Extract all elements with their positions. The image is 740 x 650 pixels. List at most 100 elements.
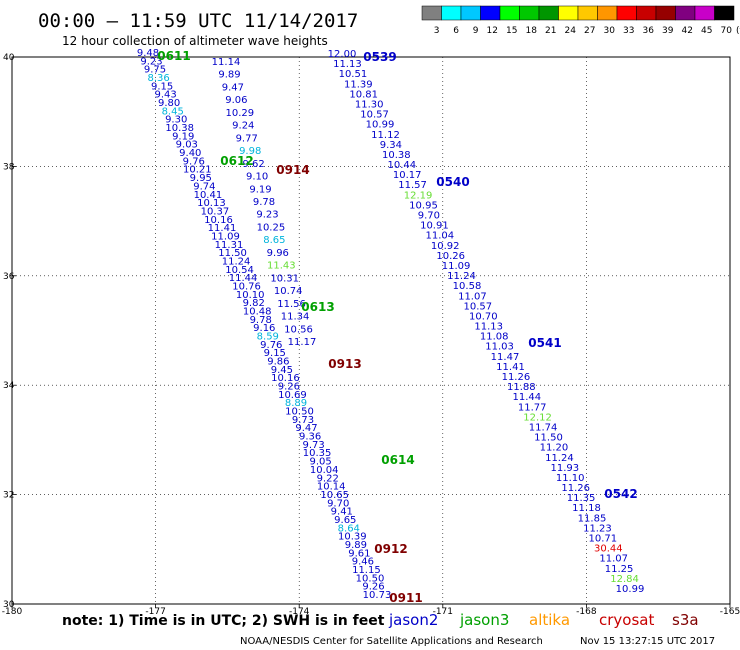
swh-value: 11.17 — [288, 337, 317, 348]
legend-bin-label: 12 — [487, 26, 498, 36]
swh-value: 12.00 — [328, 49, 357, 60]
swh-value: 10.13 — [197, 198, 226, 209]
swh-value: 10.31 — [270, 273, 299, 284]
swh-value: 11.24 — [545, 453, 574, 464]
swh-value: 9.46 — [352, 557, 374, 568]
x-tick-label: -180 — [2, 607, 23, 617]
swh-value: 11.34 — [281, 312, 310, 323]
legend-swatch — [519, 5, 540, 21]
legend-bin-label: 21 — [545, 26, 556, 36]
swh-value: 11.50 — [218, 248, 247, 259]
swh-value: 11.07 — [458, 291, 487, 302]
swh-value: 10.99 — [366, 120, 395, 131]
swh-value: 11.77 — [518, 402, 547, 413]
legend-bin-label: 15 — [506, 26, 517, 36]
legend-swatch — [538, 5, 559, 21]
legend-swatch — [597, 5, 618, 21]
swh-value: 11.15 — [352, 565, 381, 576]
swh-value: 11.43 — [267, 261, 296, 272]
swh-value: 11.88 — [507, 382, 536, 393]
swh-value: 9.06 — [225, 95, 247, 106]
y-tick-label: 40 — [3, 53, 15, 63]
swh-value: 10.65 — [320, 490, 349, 501]
swh-value: 11.47 — [491, 352, 520, 363]
swh-value: 9.77 — [236, 133, 258, 144]
swh-value: 11.07 — [599, 554, 628, 565]
legend-bin-label: 70 — [721, 26, 733, 36]
legend-bin-label: 3 — [434, 26, 440, 36]
swh-value: 10.57 — [360, 110, 389, 121]
satellite-name: cryosat — [599, 611, 654, 629]
swh-value: 9.26 — [362, 582, 384, 593]
swh-value: 10.26 — [436, 251, 465, 262]
y-tick-label: 32 — [3, 491, 14, 501]
swh-value: 10.71 — [588, 534, 617, 545]
legend-swatch — [616, 5, 637, 21]
pass-label: 0914 — [276, 163, 309, 177]
swh-value: 9.48 — [137, 48, 159, 59]
y-tick-label: 38 — [3, 162, 15, 172]
swh-value: 10.17 — [393, 170, 422, 181]
swh-value: 9.73 — [292, 415, 314, 426]
swh-value: 9.65 — [334, 515, 356, 526]
footer-credit: NOAA/NESDIS Center for Satellite Applica… — [240, 636, 543, 647]
legend-unit: (ft) — [736, 26, 740, 36]
swh-value: 10.70 — [469, 312, 498, 323]
x-tick-label: -177 — [145, 607, 165, 617]
footer-generated: Nov 15 13:27:15 UTC 2017 — [580, 636, 715, 647]
swh-value: 10.91 — [420, 221, 449, 232]
legend-swatch — [675, 5, 696, 21]
x-tick-label: -174 — [289, 607, 310, 617]
swh-value: 9.40 — [179, 148, 201, 159]
legend-swatch — [480, 5, 501, 21]
swh-value: 9.43 — [154, 90, 176, 101]
swh-value: 10.16 — [204, 215, 233, 226]
swh-value: 10.50 — [285, 407, 314, 418]
legend-bin-label: 30 — [604, 26, 616, 36]
swh-value: 9.23 — [140, 56, 162, 67]
swh-value: 11.26 — [502, 372, 531, 383]
swh-value: 11.13 — [474, 322, 503, 333]
y-tick-label: 34 — [3, 381, 15, 391]
swh-value: 11.10 — [556, 473, 585, 484]
legend-bin-label: 18 — [526, 26, 538, 36]
x-tick-label: -165 — [720, 607, 740, 617]
legend-bin-label: 45 — [701, 26, 712, 36]
swh-value: 10.48 — [243, 307, 272, 318]
legend-bin-label: 6 — [453, 26, 459, 36]
swh-value: 9.80 — [158, 98, 180, 109]
swh-value: 11.14 — [212, 57, 241, 68]
swh-value: 11.85 — [578, 513, 607, 524]
swh-value: 9.96 — [267, 248, 289, 259]
swh-value: 10.29 — [225, 108, 254, 119]
pass-label: 0539 — [363, 50, 396, 64]
legend-swatch — [460, 5, 481, 21]
pass-label: 0611 — [157, 49, 190, 63]
swh-value: 11.18 — [572, 503, 601, 514]
swh-value: 9.22 — [317, 473, 339, 484]
swh-value: 8.59 — [257, 332, 279, 343]
y-tick-label: 36 — [3, 272, 15, 282]
swh-value: 11.44 — [229, 273, 258, 284]
swh-value: 10.69 — [278, 390, 307, 401]
swh-value: 12.84 — [610, 574, 639, 585]
satellite-legend: jason2 jason3 altika cryosat s3a — [388, 611, 699, 629]
legend-swatch — [655, 5, 676, 21]
pass-label: 0614 — [381, 453, 414, 467]
swh-value: 10.16 — [271, 373, 300, 384]
swh-value: 9.78 — [253, 197, 275, 208]
swh-value: 9.73 — [302, 440, 324, 451]
chart-title: 00:00 – 11:59 UTC 11/14/2017 — [38, 10, 358, 32]
swh-value: 11.09 — [442, 261, 471, 272]
swh-value: 11.03 — [485, 342, 514, 353]
swh-value: 11.35 — [567, 493, 596, 504]
legend-swatch — [558, 5, 579, 21]
swh-value: 10.38 — [165, 123, 194, 134]
swh-value: 10.35 — [303, 448, 332, 459]
y-tick-label: 30 — [3, 600, 15, 610]
pass-label: 0540 — [436, 175, 469, 189]
swh-value: 11.74 — [529, 423, 558, 434]
legend-bin-label: 24 — [565, 26, 577, 36]
swh-value: 9.70 — [327, 498, 349, 509]
